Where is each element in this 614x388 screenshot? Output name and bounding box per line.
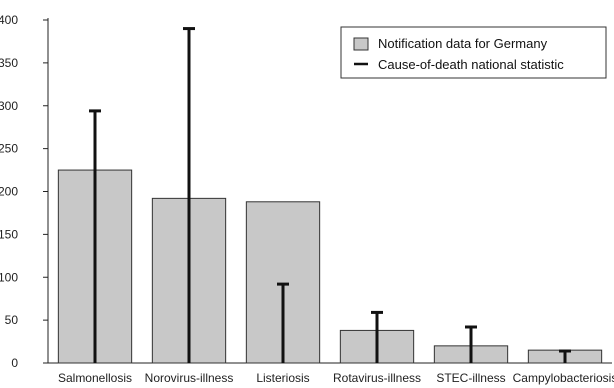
legend-box	[340, 26, 607, 79]
y-tick-label: 250	[0, 142, 18, 156]
y-tick-label: 200	[0, 185, 18, 199]
bars	[57, 169, 603, 364]
y-tick-label: 0	[11, 356, 18, 370]
axes: 0 50 100 150 200 250 300 350 400	[0, 13, 612, 370]
x-category-label: Norovirus-illness	[145, 371, 234, 385]
category-labels: Salmonellosis Norovirus-illness Listeriosi…	[58, 371, 614, 385]
x-category-label: Listeriosis	[256, 371, 309, 385]
x-category-label: Salmonellosis	[58, 371, 132, 385]
x-category-label: Campylobacteriosis	[513, 371, 614, 385]
y-tick-label: 400	[0, 13, 18, 27]
y-tick-label: 50	[5, 313, 19, 327]
legend-label-notification: Notification data for Germany	[378, 36, 548, 51]
x-category-label: Rotavirus-illness	[333, 371, 421, 385]
y-tick-label: 100	[0, 270, 18, 284]
legend: Notification data for Germany Cause-of-d…	[340, 26, 607, 79]
y-tick-label: 350	[0, 56, 18, 70]
legend-swatch-notification	[353, 37, 369, 51]
y-tick-label: 300	[0, 99, 18, 113]
legend-label-cause-of-death: Cause-of-death national statistic	[378, 57, 564, 72]
cause-of-death-lines	[89, 27, 571, 363]
x-category-label: STEC-illness	[436, 371, 505, 385]
y-tick-label: 150	[0, 227, 18, 241]
